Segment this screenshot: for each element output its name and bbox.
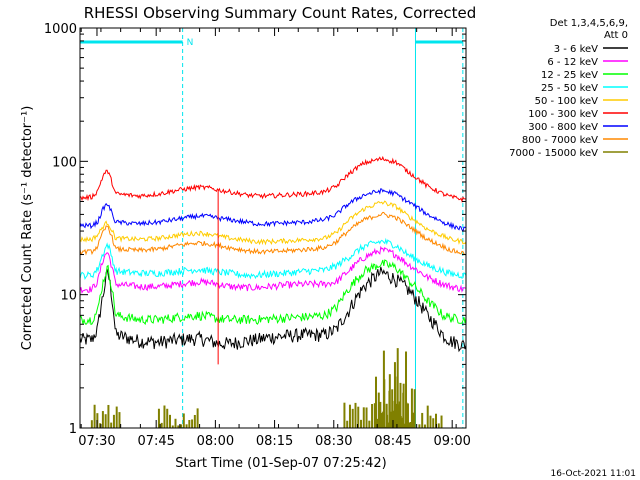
x-tick-label: 08:30 <box>315 434 352 449</box>
y-axis-label: Corrected Count Rate (s⁻¹ detector⁻¹) <box>20 106 35 351</box>
legend-label: 300 - 800 keV <box>528 122 598 133</box>
legend-label: 25 - 50 keV <box>541 83 598 94</box>
series-line-7 <box>79 211 466 256</box>
legend-label: 6 - 12 keV <box>547 57 598 68</box>
legend-label: 7000 - 15000 keV <box>509 148 598 159</box>
timestamp: 16-Oct-2021 11:01 <box>551 469 636 479</box>
legend-label: 12 - 25 keV <box>541 70 598 81</box>
y-tick-label: 1 <box>69 422 77 437</box>
legend-header: Det 1,3,4,5,6,9, <box>550 18 628 29</box>
x-axis-label: Start Time (01-Sep-07 07:25:42) <box>175 456 386 471</box>
x-tick-label: 08:45 <box>374 434 411 449</box>
y-tick-label: 1000 <box>44 22 77 37</box>
series-layer <box>79 155 467 428</box>
series-line-6 <box>79 188 467 233</box>
series-line-3 <box>79 237 467 281</box>
plot-frame <box>79 27 467 429</box>
chart-title: RHESSI Observing Summary Count Rates, Co… <box>84 4 477 22</box>
legend: Det 1,3,4,5,6,9,Att 0 3 - 6 keV 6 - 12 keV… <box>509 18 628 159</box>
legend-label: 800 - 7000 keV <box>522 135 598 146</box>
legend-header: Att 0 <box>604 30 628 41</box>
series-line-0 <box>79 266 467 353</box>
y-tick-label: 10 <box>60 289 77 304</box>
flag-label: N <box>187 38 194 48</box>
legend-label: 3 - 6 keV <box>554 44 598 55</box>
x-tick-label: 07:30 <box>78 434 115 449</box>
x-tick-label: 07:45 <box>137 434 174 449</box>
x-tick-label: 09:00 <box>433 434 470 449</box>
legend-label: 50 - 100 keV <box>535 96 599 107</box>
series-line-5 <box>79 155 467 203</box>
x-tick-label: 08:00 <box>197 434 234 449</box>
series-line-4 <box>79 200 467 246</box>
x-tick-label: 08:15 <box>256 434 293 449</box>
axes-layer: 1 10 100 1000 07:30 07:45 08:00 08:15 08:30 08:45… <box>44 22 471 449</box>
series-line-2 <box>79 259 467 326</box>
legend-label: 100 - 300 keV <box>528 109 598 120</box>
y-tick-label: 100 <box>52 155 77 170</box>
series-line-1 <box>79 245 467 295</box>
